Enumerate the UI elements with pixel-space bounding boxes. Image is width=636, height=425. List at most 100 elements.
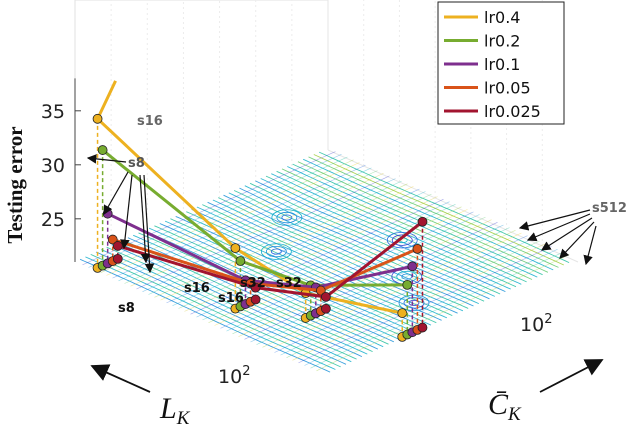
series-point [417,216,428,227]
surface-contour [239,187,490,300]
surface-contour [281,168,533,280]
surface-contour-cross [124,170,378,284]
surface-contour [260,178,511,290]
annotation-label: s16 [218,291,244,306]
surface-contour-cross [274,235,528,353]
surface-contour [143,230,394,343]
surface-contour-cross [262,230,516,348]
surface-contour-cross [130,173,384,287]
back-floor-edge [327,149,579,263]
surface-ring [281,214,293,221]
series-lines [92,80,428,342]
surface-contour-cross [160,186,414,301]
series-point [397,308,408,318]
surface-contour-cross [238,219,492,337]
surface-contour [191,208,442,321]
surface-contour-cross [190,198,444,315]
surface-contour [233,190,485,302]
surface-contour [90,253,341,368]
z-tick-label: 30 [41,155,65,177]
x-axis-direction-arrow [90,364,151,393]
surface-contour [186,211,437,324]
annotation-label: s512 [592,201,627,216]
surface-contour-cross [256,227,510,345]
series-point [250,282,261,293]
surface-contour [79,258,331,373]
z-axis: 25 30 35 Testing error [3,78,81,262]
legend-entry: lr0.05 [484,79,531,98]
surface-contour-cross [226,214,480,332]
annotation-arrow [103,171,129,216]
annotation-arrow [120,174,133,250]
y-axis-direction-arrow [539,359,604,393]
surface-contour [244,185,495,297]
surface-contour [249,182,501,295]
series-point-projection [250,294,261,305]
surface-contour [318,151,570,264]
annotation-arrow [86,154,127,164]
surface-contour [85,256,336,370]
surface-contour-cross [112,164,366,279]
surface-contour-cross [298,246,552,364]
surface-contour [265,175,517,288]
annotation-arrow [583,225,597,266]
legend-entry: lr0.2 [484,32,520,51]
series-point-projection [417,322,428,333]
surface-contour [218,197,469,309]
annotation-arrow [139,174,151,264]
surface-contour-cross [268,232,522,351]
x-axis-title-base: L [159,392,177,425]
surface-contour-cross [166,188,420,304]
surface-contour-cross [220,211,474,329]
series-point [92,113,103,124]
surface-contour-cross [310,251,564,369]
series-point [235,256,246,266]
surface-contour-cross [148,180,402,295]
annotation-arrow [559,221,595,259]
y-tick-exponent: 2 [544,312,552,327]
y-tick-label: 102 [520,312,552,336]
surface-contour-cross [214,209,468,326]
surface-ring [408,299,420,306]
x-axis-title: LK [159,392,191,425]
legend-entry: lr0.1 [484,55,520,74]
surface-contour-cross [142,178,396,292]
surface-ring [265,245,287,258]
surface-contour-cross [196,201,450,318]
series-point [230,243,241,254]
annotation-arrow [540,217,593,251]
surface-contour-cross [316,254,570,372]
y-tick-base: 10 [520,314,544,336]
surface-contour [101,249,352,363]
x-tick-label: 102 [218,364,250,388]
series-line-extension [96,80,117,120]
surface-contour-cross [118,167,372,282]
surface-ring [260,243,292,260]
series-point [320,291,331,302]
annotation-label: s32 [240,276,266,291]
series-line [112,238,418,293]
y-axis-title-base: C̄ [488,388,509,421]
series-line [117,220,424,299]
annotation-label: s8 [118,301,135,316]
x-tick-base: 10 [218,366,242,388]
y-axis-title-sub: K [507,404,522,425]
x-tick-exponent: 2 [242,364,250,379]
surface-contour [303,158,554,271]
surface-contour [180,213,432,326]
legend-entry: lr0.4 [484,8,520,27]
surface-contour [223,194,474,307]
surface-contour-cross [244,222,498,340]
surface-contour [117,241,368,355]
surface-contour [271,173,522,285]
z-tick-label: 25 [41,209,65,231]
series-point [107,234,118,245]
legend: lr0.4 lr0.2 lr0.1 lr0.05 lr0.025 [437,1,565,125]
annotation-label: s8 [128,156,145,171]
annotation-label: s16 [137,114,163,129]
surface-contour [95,251,347,365]
surface-contour [111,244,363,358]
series-line [101,148,408,287]
